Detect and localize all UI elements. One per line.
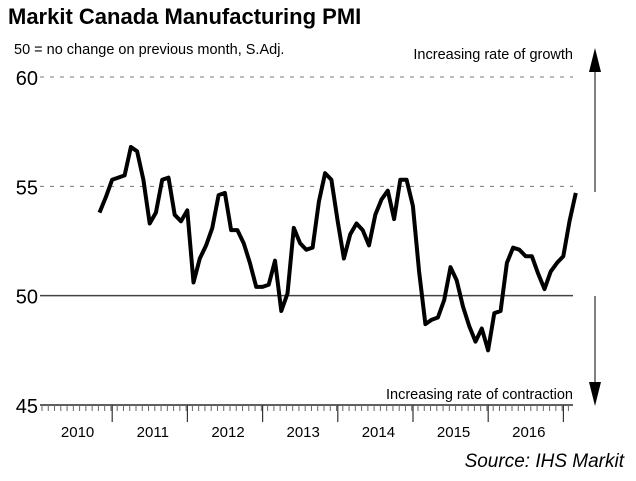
x-tick-label: 2013 <box>287 424 320 441</box>
y-tick-label: 45 <box>16 396 38 418</box>
chart-source: Source: IHS Markit <box>464 451 624 472</box>
x-tick-label: 2016 <box>512 424 545 441</box>
x-tick-label: 2014 <box>362 424 395 441</box>
annotation-growth: Increasing rate of growth <box>413 47 573 63</box>
x-tick-label: 2010 <box>61 424 94 441</box>
x-tick-label: 2012 <box>211 424 244 441</box>
y-tick-label: 60 <box>16 68 38 90</box>
growth-arrow-icon <box>589 48 601 72</box>
x-tick-label: 2015 <box>437 424 470 441</box>
series-line-pmi <box>97 145 578 353</box>
x-tick-label: 2011 <box>137 424 169 441</box>
contraction-arrow-icon <box>589 382 601 406</box>
y-tick-label: 50 <box>16 287 38 309</box>
chart-title: Markit Canada Manufacturing PMI <box>8 4 362 29</box>
y-tick-label: 55 <box>16 177 38 199</box>
chart-subtitle: 50 = no change on previous month, S.Adj. <box>14 42 285 58</box>
annotation-contraction: Increasing rate of contraction <box>386 387 573 403</box>
